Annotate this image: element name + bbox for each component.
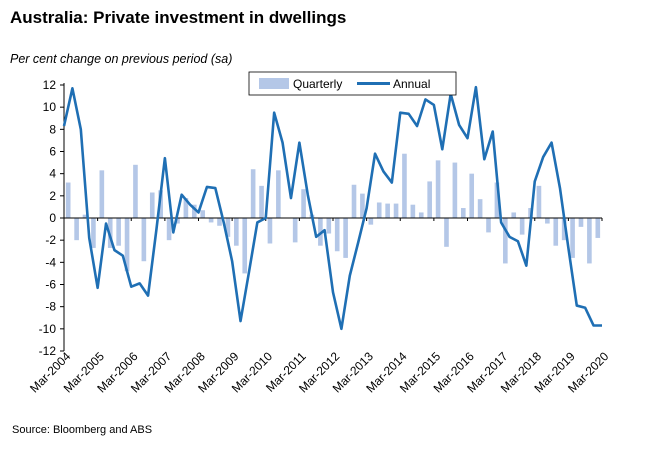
quarterly-bar xyxy=(402,153,407,218)
quarterly-bar xyxy=(208,218,214,223)
quarterly-bar xyxy=(452,162,458,218)
quarterly-bar xyxy=(326,218,332,234)
legend-quarterly-swatch xyxy=(259,78,289,89)
quarterly-bar xyxy=(149,192,155,218)
quarterly-bar xyxy=(91,218,96,248)
y-tick-label: 12 xyxy=(43,78,57,92)
quarterly-bar xyxy=(503,218,508,264)
quarterly-bar xyxy=(74,218,79,241)
quarterly-bar xyxy=(536,185,542,218)
quarterly-bar xyxy=(99,170,105,218)
chart-title: Australia: Private investment in dwellin… xyxy=(10,8,347,27)
annual-line xyxy=(62,85,602,331)
quarterly-bar xyxy=(486,218,491,233)
y-tick-label: 2 xyxy=(49,189,56,203)
quarterly-bar xyxy=(385,203,390,218)
quarterly-bar xyxy=(343,218,348,258)
y-tick-label: -12 xyxy=(39,344,57,358)
y-tick-label: 6 xyxy=(49,145,56,159)
quarterly-bar xyxy=(587,218,592,264)
quarterly-bar xyxy=(376,202,382,218)
quarterly-bar xyxy=(351,184,357,218)
quarterly-bar xyxy=(334,218,340,252)
quarterly-bar xyxy=(259,185,264,218)
quarterly-bar xyxy=(435,160,441,218)
quarterly-bar xyxy=(469,173,475,218)
chart-subtitle: Per cent change on previous period (sa) xyxy=(10,52,233,66)
quarterly-bar xyxy=(200,210,206,218)
y-tick-label: -2 xyxy=(45,233,56,247)
y-tick-label: -8 xyxy=(45,300,56,314)
chart-legend: Quarterly Annual xyxy=(248,71,457,96)
quarterly-bar xyxy=(418,212,424,218)
annual-line-layer xyxy=(62,85,602,331)
y-tick-label: -4 xyxy=(45,255,56,269)
quarterly-bar xyxy=(141,218,147,262)
legend-box xyxy=(248,71,457,96)
chart-source: Source: Bloomberg and ABS xyxy=(12,424,153,436)
quarterly-bar xyxy=(217,218,222,226)
quarterly-bar xyxy=(276,170,281,218)
legend-annual-label: Annual xyxy=(393,77,430,91)
quarterly-bar xyxy=(124,218,130,272)
quarterly-bar xyxy=(116,218,121,246)
y-tick-label: 0 xyxy=(49,211,56,225)
quarterly-bar xyxy=(301,189,306,218)
quarterly-bar xyxy=(183,198,189,218)
quarterly-bar xyxy=(578,218,584,227)
quarterly-bar xyxy=(368,218,374,225)
quarterly-bar xyxy=(82,214,88,218)
quarterly-bars xyxy=(65,153,601,274)
quarterly-bar xyxy=(545,218,550,224)
y-tick-label: 4 xyxy=(49,167,56,181)
y-tick-label: -6 xyxy=(45,278,56,292)
y-tick-label: 8 xyxy=(49,122,56,136)
quarterly-bar xyxy=(65,182,71,218)
quarterly-bar xyxy=(410,204,416,218)
quarterly-bar xyxy=(234,218,239,246)
quarterly-bar xyxy=(191,204,197,218)
quarterly-bar xyxy=(477,199,483,218)
quarterly-bar xyxy=(292,218,298,243)
quarterly-bar xyxy=(242,218,248,274)
quarterly-bar xyxy=(595,218,601,238)
quarterly-bar xyxy=(175,218,180,224)
quarterly-bar xyxy=(360,193,365,218)
quarterly-bar xyxy=(250,169,256,218)
y-tick-label: -10 xyxy=(39,322,57,336)
quarterly-bar xyxy=(444,218,449,247)
y-tick-label: 10 xyxy=(43,100,57,114)
quarterly-bar xyxy=(511,212,517,218)
quarterly-bar xyxy=(570,218,575,258)
quarterly-bar xyxy=(166,218,172,241)
quarterly-bar xyxy=(133,164,138,218)
quarterly-bar xyxy=(553,218,559,246)
quarterly-bar xyxy=(460,208,466,218)
quarterly-bar xyxy=(225,218,231,237)
quarterly-bar xyxy=(561,218,567,241)
legend-quarterly-label: Quarterly xyxy=(293,77,342,91)
quarterly-bar xyxy=(427,181,432,218)
quarterly-bar xyxy=(267,218,273,244)
quarterly-bar xyxy=(318,218,323,246)
quarterly-bar xyxy=(519,218,525,235)
quarterly-bar xyxy=(393,203,399,218)
quarterly-bar xyxy=(494,182,500,218)
